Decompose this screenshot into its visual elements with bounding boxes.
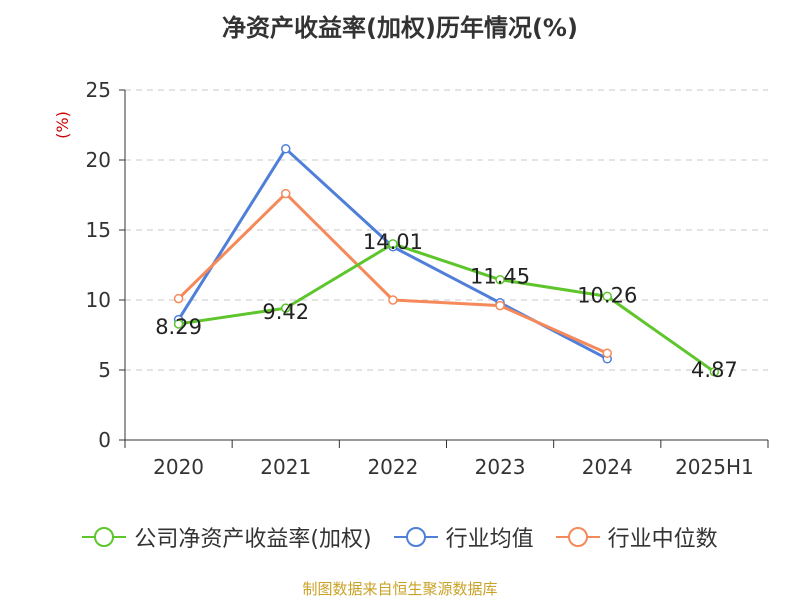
data-label: 10.26 <box>577 283 637 307</box>
y-axis-label: (%) <box>53 111 72 139</box>
y-tick-label: 0 <box>98 428 111 452</box>
legend-label: 公司净资产收益率(加权) <box>134 527 372 552</box>
data-point <box>495 300 505 311</box>
legend-swatch <box>82 527 127 547</box>
chart-title: 净资产收益率(加权)历年情况(%) <box>222 14 578 42</box>
y-tick-label: 25 <box>86 78 111 102</box>
legend-item[interactable]: 行业均值 <box>393 521 534 553</box>
x-tick-label: 2022 <box>367 455 418 479</box>
data-label: 4.87 <box>691 358 738 382</box>
legend-label: 行业均值 <box>445 527 534 552</box>
data-label: 14.01 <box>363 230 423 254</box>
legend-swatch <box>555 527 600 547</box>
legend-item[interactable]: 行业中位数 <box>555 521 718 553</box>
data-point <box>495 274 505 285</box>
source-note: 制图数据来自恒生聚源数据库 <box>302 580 498 598</box>
data-point <box>281 188 291 199</box>
data-point <box>709 367 720 377</box>
y-tick-label: 20 <box>86 148 111 172</box>
x-tick-label: 2021 <box>260 455 311 479</box>
data-label: 9.42 <box>262 300 309 324</box>
legend-marker <box>567 527 588 547</box>
x-tick-label: 2020 <box>153 455 204 479</box>
data-label: 11.45 <box>470 265 530 289</box>
legend-item[interactable]: 公司净资产收益率(加权) <box>82 521 372 553</box>
data-label: 8.29 <box>155 315 202 339</box>
data-point <box>173 293 184 304</box>
legend-label: 行业中位数 <box>607 527 718 552</box>
y-tick-label: 15 <box>86 218 111 242</box>
data-point <box>173 319 184 329</box>
legend-marker <box>405 527 426 547</box>
legend-marker <box>94 527 115 547</box>
data-point <box>281 144 291 154</box>
series-line <box>178 242 716 374</box>
data-point <box>388 239 398 249</box>
data-point <box>281 303 291 313</box>
y-tick-label: 5 <box>98 358 111 382</box>
data-point <box>602 291 612 302</box>
legend-swatch <box>393 527 438 547</box>
x-tick-label: 2024 <box>582 455 633 479</box>
x-tick-label: 2023 <box>475 455 526 479</box>
y-tick-label: 10 <box>86 288 111 312</box>
chart-legend: 公司净资产收益率(加权) 行业均值 行业中位数 <box>0 520 800 554</box>
data-point <box>388 295 398 305</box>
x-tick-label: 2025H1 <box>675 455 754 479</box>
data-point <box>602 348 612 358</box>
